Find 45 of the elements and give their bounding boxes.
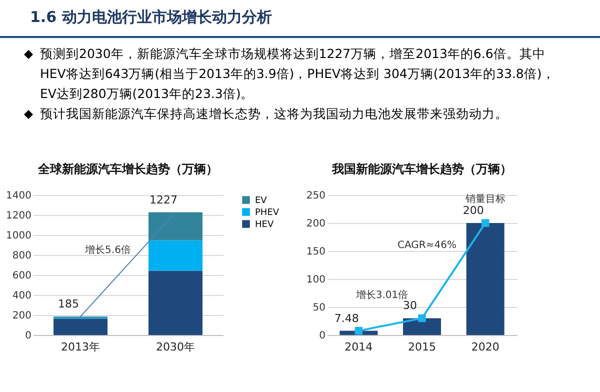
annotation: 增长5.6倍 [84,244,131,256]
bar [148,212,202,240]
y-tick-label: 0 [25,330,32,342]
x-tick-label: 2030年 [156,340,195,354]
bar [148,240,202,271]
text: 预计我国新能源汽车保持高速增长态势，这将为我国动力电池发展带来强劲动力。 [40,105,509,123]
point [354,326,363,335]
y-tick-label: 600 [12,270,32,282]
x-tick-label: 2014 [344,340,373,354]
data-label: 200 [462,204,484,217]
text: 1.6 动力电池行业市场增长动力分析 [0,0,600,38]
total-label: 185 [58,298,79,310]
x-tick-label: 2013年 [61,340,100,354]
data-label: 7.48 [334,312,359,325]
total-label: 1227 [150,193,178,206]
legend-label: PHEV [255,208,280,218]
y-tick-label: 1000 [6,230,32,242]
annotation: 增长3.01倍 [354,289,408,301]
bar [148,270,202,335]
data-label: 30 [403,299,417,312]
legend-label: HEV [255,220,274,230]
point [418,314,426,322]
x-tick-label: 2020 [471,340,500,354]
y-tick-label: 800 [12,250,32,262]
y-tick-label: 50 [312,302,326,314]
y-tick-label: 200 [12,310,32,322]
y-tick-label: 150 [306,246,326,258]
annotation: CAGR≈46% [398,240,456,251]
legend-label: EV [255,196,268,206]
chart-title: 我国新能源汽车增长趋势（万辆） [331,162,512,176]
chart-title: 全球新能源汽车增长趋势（万辆） [37,162,218,176]
y-tick-label: 0 [319,330,326,342]
bar [466,223,504,335]
y-tick-label: 1200 [6,210,32,222]
point [481,219,490,227]
y-tick-label: 100 [306,274,326,286]
text: 预测到2030年，新能源汽车全球市场规模将达到1227万辆，增至2013年的6.6倍。其中HEV将达到643万辆(相当于2013年的3.9倍)，PHEV将达到 304万辆(2013年的33.8倍)，EV达到280万辆(2013年的23.3倍)。 [40,45,556,103]
bar [403,318,441,335]
y-tick-label: 200 [306,218,326,230]
y-tick-label: 250 [306,190,326,202]
annotation: 销量目标 [464,193,506,205]
y-tick-label: 400 [12,290,32,302]
bar [54,318,108,335]
y-tick-label: 1400 [6,190,32,202]
x-tick-label: 2015 [408,340,436,354]
